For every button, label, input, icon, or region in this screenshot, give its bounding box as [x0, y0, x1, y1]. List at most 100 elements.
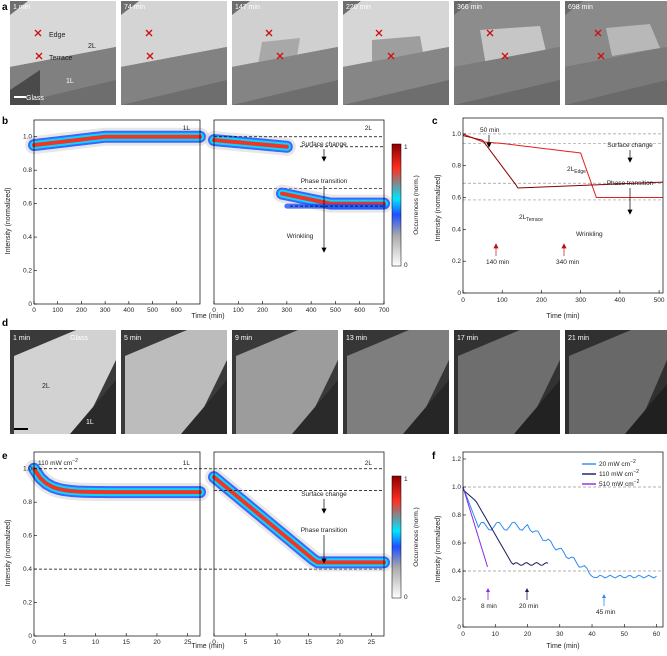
heatmap-1L — [25, 459, 384, 570]
panel-label-a: a — [2, 2, 8, 13]
scale-bar — [14, 428, 28, 430]
edge-marker-icon — [375, 29, 383, 37]
y-tick-label: 0.8 — [23, 499, 32, 506]
terrace-marker-icon — [146, 52, 154, 60]
x-tick-label: 10 — [492, 631, 500, 638]
annotation-arrows — [486, 135, 633, 215]
plot-frame-1L — [33, 451, 201, 637]
x-tick-label: 60 — [653, 631, 661, 638]
colorbar-max: 1 — [404, 476, 408, 483]
plot-frame — [462, 451, 664, 628]
panel-label-b: b — [2, 116, 8, 127]
tick-labels: 0 0.2 0.4 0.6 0.8 1.0 1.2 0 10 20 30 40 50 60 — [452, 456, 661, 638]
heatmap-1L — [25, 127, 384, 189]
y-tick-label: 0.4 — [452, 568, 461, 575]
x-tick-label: 200 — [76, 307, 87, 314]
x-tick-label: 700 — [379, 307, 390, 314]
y-tick-label: 0 — [457, 290, 461, 297]
frame-time-label: 366 min — [457, 4, 482, 11]
wrinkling-annotation: Wrinkling — [576, 231, 603, 238]
micrograph-d5: 17 min — [454, 330, 560, 434]
bilayer-label: 2L — [42, 383, 50, 390]
transition-arrows — [493, 243, 567, 256]
y-axis-label: Intensity (normalized) — [5, 520, 12, 587]
terrace-trace-label: 2LTerrace — [519, 214, 543, 223]
terrace-marker-icon — [597, 52, 605, 60]
legend: 20 mW cm−2 110 mW cm−2 510 mW cm−2 — [582, 459, 640, 488]
x-tick-label: 25 — [368, 639, 376, 646]
tick-labels: 0 0.2 0.4 0.6 0.8 1.0 0 5 10 15 20 25 0 5 10 15 20 25 — [23, 466, 375, 646]
x-tick-label: 10 — [273, 639, 281, 646]
x-tick-label: 15 — [123, 639, 131, 646]
y-tick-label: 0.4 — [23, 566, 32, 573]
frame-time-label: 74 min — [124, 4, 145, 11]
micrograph-a5: 366 min — [454, 1, 560, 105]
panel-title-2L: 2L — [365, 460, 373, 467]
x-tick-label: 100 — [52, 307, 63, 314]
monolayer-label: 1L — [66, 78, 74, 85]
y-tick-label: 0 — [457, 624, 461, 631]
annotation-arrows — [486, 588, 606, 606]
series-20 — [462, 486, 657, 579]
x-tick-label: 300 — [575, 297, 586, 304]
wrinkling-annotation: Wrinkling — [287, 233, 314, 240]
surface-change-annotation: Surface change — [607, 142, 653, 149]
micrograph-a2: 74 min — [121, 1, 227, 105]
tick-labels: 0 0.2 0.4 0.6 0.8 1.0 0 100 200 300 400 500 — [452, 131, 665, 304]
legend-entry: 110 mW cm−2 — [599, 469, 639, 478]
frame-time-label: 13 min — [346, 335, 367, 342]
x-tick-label: 0 — [32, 307, 36, 314]
x-tick-label: 50 — [621, 631, 629, 638]
terrace-label: Terrace — [49, 55, 72, 62]
panel-b: Intensity (normalized) Time (min) 0 0.2 0.… — [5, 119, 420, 320]
y-tick-label: 0.4 — [452, 226, 461, 233]
y-tick-label: 0.2 — [452, 258, 461, 265]
y-tick-label: 0.8 — [23, 167, 32, 174]
micrograph-a3: 147 min — [232, 1, 338, 105]
x-tick-label: 100 — [233, 307, 244, 314]
bilayer-label: 2L — [88, 43, 96, 50]
y-tick-label: 0.6 — [23, 201, 32, 208]
x-tick-label: 400 — [614, 297, 625, 304]
y-tick-label: 1.2 — [452, 456, 461, 463]
annotation-arrows — [321, 149, 327, 253]
terrace-marker-icon — [387, 52, 395, 60]
colorbar-min: 0 — [404, 262, 408, 269]
intensity-traces — [462, 486, 663, 579]
y-axis-label: Intensity (normalized) — [5, 188, 12, 255]
edge-marker-icon — [145, 29, 153, 37]
micrograph-d1: 1 min Glass 2L 1L — [10, 330, 116, 434]
colorbar-max: 1 — [404, 144, 408, 151]
plot-frame-2L — [213, 119, 385, 305]
panel-label-d: d — [2, 318, 8, 329]
terrace-marker-icon — [35, 52, 43, 60]
tick-labels: 0 0.2 0.4 0.6 0.8 1.0 0 100 200 300 400 500 600 0 100 2… — [23, 134, 390, 314]
x-tick-label: 500 — [330, 307, 341, 314]
frame-time-label: 9 min — [235, 335, 252, 342]
x-tick-label: 5 — [63, 639, 67, 646]
time-annotation-510: 8 min — [481, 603, 497, 610]
legend-entry: 510 mW cm−2 — [599, 479, 640, 488]
plot-frame-1L — [33, 119, 201, 305]
annotation-arrows — [321, 499, 327, 564]
glass-label: Glass — [70, 335, 88, 342]
panel-f: Intensity (normalized) Time (min) 0 0.2 0.… — [435, 451, 664, 650]
x-axis-label: Time (min) — [546, 313, 579, 320]
colorbar-min: 0 — [404, 594, 408, 601]
series-510 — [462, 486, 488, 567]
y-tick-label: 1.0 — [23, 466, 32, 473]
panel-title-1L: 1L — [183, 125, 191, 132]
scale-bar — [14, 96, 26, 98]
x-tick-label: 40 — [588, 631, 596, 638]
panel-label-e: e — [2, 451, 8, 462]
y-tick-label: 0.6 — [452, 195, 461, 202]
y-tick-label: 1.0 — [23, 134, 32, 141]
micrograph-d2: 5 min — [121, 330, 227, 434]
terrace-transition-annotation: 140 min — [486, 259, 510, 266]
heatmap-2L — [205, 131, 393, 213]
x-tick-label: 5 — [244, 639, 248, 646]
frame-time-label: 5 min — [124, 335, 141, 342]
x-tick-label: 20 — [336, 639, 344, 646]
x-tick-label: 0 — [212, 639, 216, 646]
